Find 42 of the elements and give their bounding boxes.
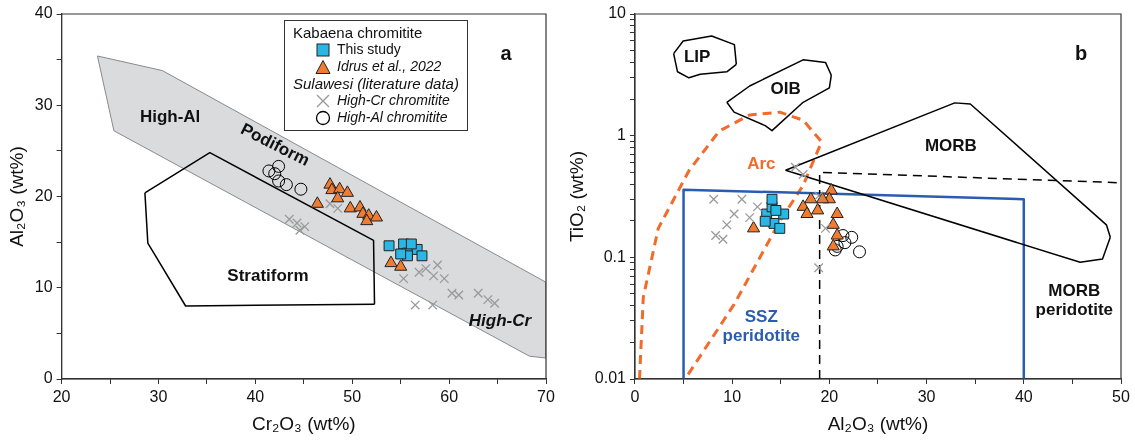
x-tick-label: 30 [149, 388, 168, 406]
y-tick-label: 0.1 [603, 247, 627, 265]
x-tick-label: 40 [246, 388, 265, 406]
text: a [500, 41, 513, 64]
x-tick-label: 20 [820, 388, 839, 406]
y-tick-label: 20 [34, 186, 53, 204]
y-axis-title: Al₂O₃ (wt%) [5, 146, 27, 247]
x-tick-label: 70 [537, 388, 555, 406]
y-tick-label: 10 [608, 4, 627, 22]
y-axis-title: TiO₂ (wt%) [565, 150, 587, 243]
annotation: High-Cr [468, 311, 533, 331]
x-tick-label: 60 [440, 388, 459, 406]
annotation: Stratiform [227, 266, 309, 286]
y-tick-label: 30 [34, 95, 53, 113]
x-tick-label: 50 [1112, 388, 1130, 406]
x-tick-label: 10 [723, 388, 742, 406]
y-tick-label: 40 [34, 4, 53, 22]
x-axis-title: Al₂O₃ (wt%) [827, 412, 929, 434]
y-tick-label: 0.01 [594, 369, 627, 387]
y-tick-label: 0 [43, 369, 53, 387]
annotation: Sulawesi (literature data) [293, 75, 459, 92]
annotation: SSZ peridotite [722, 306, 801, 345]
x-tick-label: 0 [630, 388, 640, 406]
legend-label: High-Al chromitite [337, 109, 448, 126]
annotation: MORB [924, 135, 977, 155]
annotation: OIB [770, 79, 801, 99]
x-tick-label: 50 [343, 388, 362, 406]
annotation: Kabaena chromitite [293, 24, 424, 41]
text: b [1074, 41, 1088, 64]
x-axis-title: Cr₂O₃ (wt%) [251, 412, 356, 434]
x-tick-label: 20 [52, 388, 71, 406]
annotation: Arc [747, 154, 776, 174]
legend-label: Idrus et al., 2022 [337, 58, 442, 75]
x-tick-label: 30 [917, 388, 936, 406]
annotation: High-Al [139, 106, 201, 126]
legend-label: High-Cr chromitite [337, 92, 450, 109]
annotation: LIP [683, 47, 711, 67]
legend-label: This study [337, 41, 401, 58]
x-tick-label: 40 [1014, 388, 1033, 406]
y-tick-label: 1 [617, 126, 627, 144]
y-tick-label: 10 [34, 278, 53, 296]
annotation: MORB peridotite [1035, 281, 1114, 320]
